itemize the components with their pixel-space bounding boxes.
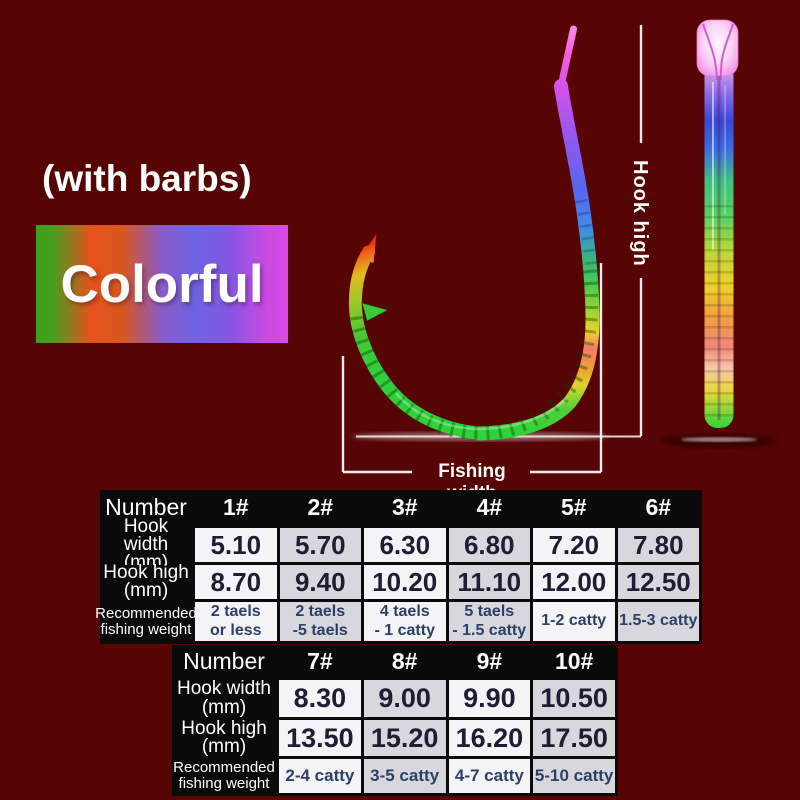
table2-row-label-hook-width: Hook width (mm) [172, 679, 276, 717]
hook-point [360, 233, 377, 263]
table-cell: 12.00 [533, 565, 615, 599]
table2-col-header: 10# [533, 645, 615, 677]
table-cell: 3-5 catty [363, 759, 446, 793]
table-cell: 6.30 [364, 528, 446, 562]
hook-high-annotation: Hook high [629, 160, 651, 267]
table-cell: 17.50 [533, 720, 615, 756]
table2-col-header: 9# [448, 645, 531, 677]
table-cell: 8.30 [279, 680, 361, 717]
table2-row-label-hook-high: Hook high (mm) [172, 719, 276, 756]
table1-row-label-hook-width: Hook width (mm) [100, 517, 192, 572]
table-cell: 5.70 [279, 528, 361, 562]
table1-col-header: 1# [195, 490, 277, 525]
colorful-hook-icon [348, 25, 600, 441]
hook-shank-closeup-icon [661, 19, 777, 448]
table-cell: 8.70 [195, 565, 277, 599]
table-cell: 4-7 catty [448, 759, 531, 793]
table-cell: 11.10 [448, 565, 530, 599]
spec-table-sizes-1-6: Number 1# 2# 3# 4# 5# 6# Hook width (mm)… [95, 490, 702, 644]
table-cell: 2 taels or less [195, 602, 277, 641]
table-cell: 12.50 [617, 565, 699, 599]
table1-corner-label: Number [100, 490, 192, 525]
table-cell: 5.10 [195, 528, 277, 562]
spec-table-sizes-7-10: Number 7# 8# 9# 10# Hook width (mm) 8.30… [172, 645, 618, 796]
table1-col-header: 5# [533, 490, 615, 525]
table-cell: 16.20 [448, 720, 531, 756]
table1-row-label-recommended-weight: Recommended fishing weight [95, 602, 197, 641]
table-cell: 5 taels - 1.5 catty [448, 602, 530, 641]
table-cell: 6.80 [448, 528, 530, 562]
table-cell: 7.80 [617, 528, 699, 562]
table-cell: 9.90 [448, 680, 531, 717]
table2-corner-label: Number [172, 645, 276, 677]
table-cell: 9.00 [363, 680, 446, 717]
table-cell: 5-10 catty [533, 759, 615, 793]
table-cell: 15.20 [363, 720, 446, 756]
table-cell: 7.20 [533, 528, 615, 562]
table-cell: 1.5-3 catty [617, 602, 699, 641]
measurement-lines [341, 25, 643, 474]
with-barbs-caption: (with barbs) [42, 158, 252, 199]
table2-col-header: 8# [363, 645, 446, 677]
table1-col-header: 3# [364, 490, 446, 525]
table-cell: 4 taels - 1 catty [364, 602, 446, 641]
table1-col-header: 2# [279, 490, 361, 525]
table1-row-label-hook-high: Hook high (mm) [100, 563, 192, 600]
colorful-badge: Colorful [36, 225, 288, 343]
table-cell: 9.40 [279, 565, 361, 599]
table2-row-label-recommended-weight: Recommended fishing weight [172, 759, 276, 793]
table2-col-header: 7# [279, 645, 361, 677]
table-cell: 10.50 [533, 680, 615, 717]
colorful-badge-label: Colorful [60, 254, 264, 314]
table-cell: 13.50 [279, 720, 361, 756]
table-cell: 1-2 catty [533, 602, 615, 641]
table-cell: 2-4 catty [279, 759, 361, 793]
table1-col-header: 6# [617, 490, 699, 525]
table-cell: 2 taels -5 taels [279, 602, 361, 641]
table1-col-header: 4# [448, 490, 530, 525]
table-cell: 10.20 [364, 565, 446, 599]
hook-barb [361, 302, 390, 322]
